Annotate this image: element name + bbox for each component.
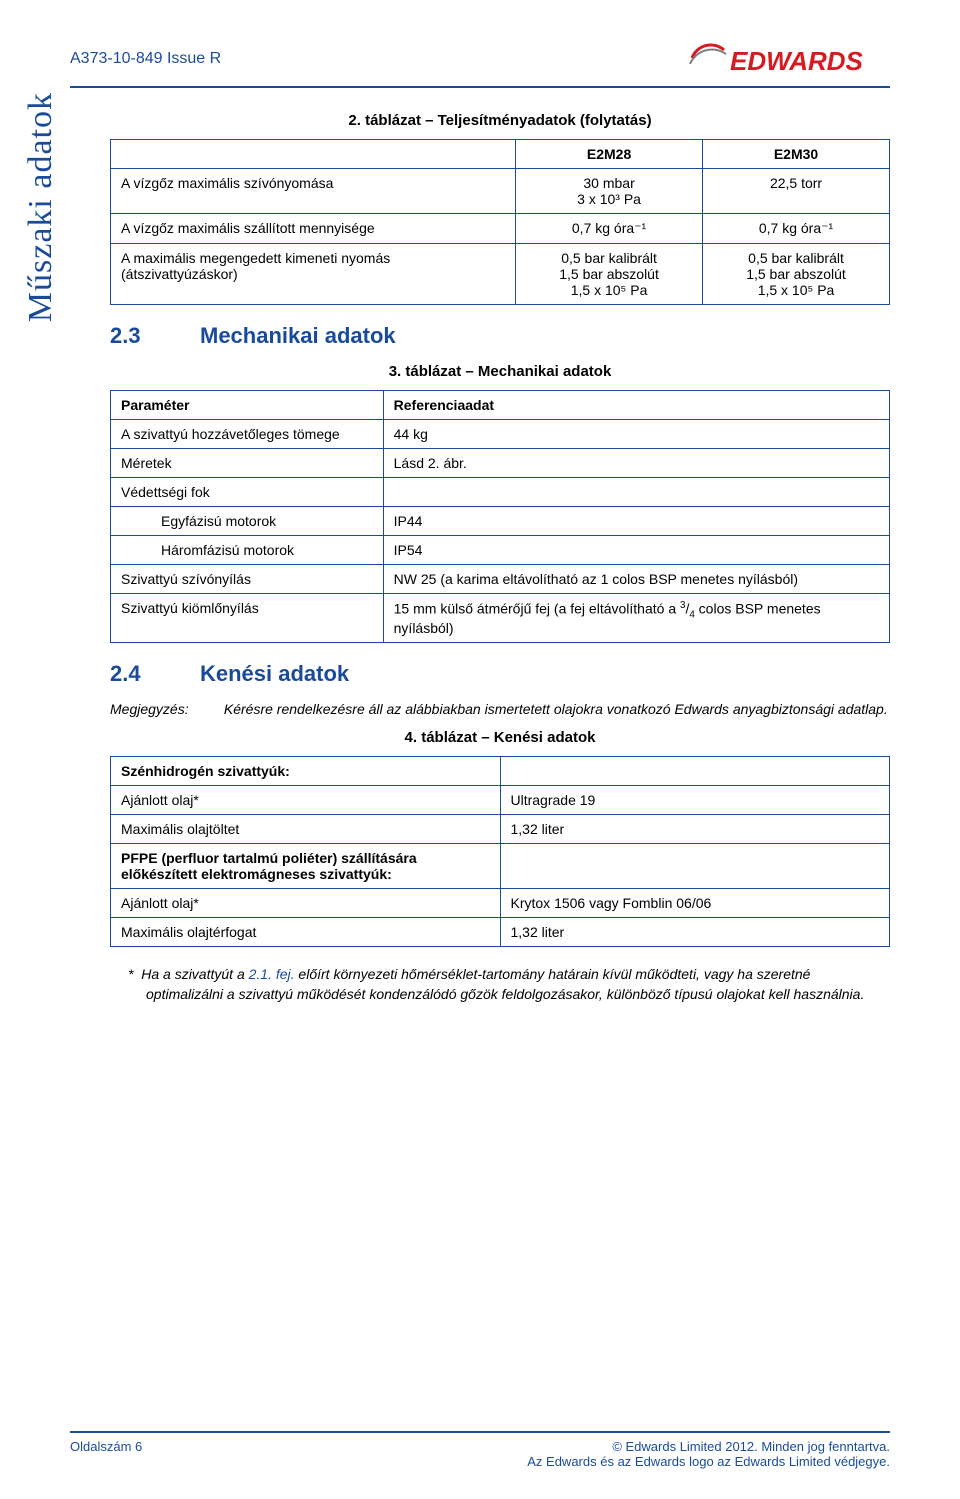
table-cell: 1,32 liter <box>500 918 890 947</box>
table-row: A maximális megengedett kimeneti nyomás … <box>111 244 890 305</box>
table-cell: Maximális olajtöltet <box>111 815 501 844</box>
table-cell: 0,7 kg óra⁻¹ <box>703 214 890 244</box>
note-label: Megjegyzés: <box>110 701 220 717</box>
table-header-cell <box>111 140 516 169</box>
table2-caption: 2. táblázat – Teljesítményadatok (folyta… <box>110 112 890 129</box>
table-cell: Háromfázisú motorok <box>111 536 384 565</box>
table-cell: IP44 <box>383 507 889 536</box>
table-row: Maximális olajtérfogat1,32 liter <box>111 918 890 947</box>
table-cell: Ajánlott olaj* <box>111 786 501 815</box>
table-row: PFPE (perfluor tartalmú poliéter) szállí… <box>111 844 890 889</box>
table-row: Ajánlott olaj*Krytox 1506 vagy Fomblin 0… <box>111 889 890 918</box>
table-cell: 0,5 bar kalibrált1,5 bar abszolút1,5 x 1… <box>703 244 890 305</box>
table-row: Maximális olajtöltet1,32 liter <box>111 815 890 844</box>
table-cell <box>500 844 890 889</box>
table-cell: A vízgőz maximális szívónyomása <box>111 169 516 214</box>
table-cell: Szivattyú szívónyílás <box>111 565 384 594</box>
table-header-cell: Referenciaadat <box>383 391 889 420</box>
table-row: A szivattyú hozzávetőleges tömege44 kg <box>111 420 890 449</box>
table-cell: Méretek <box>111 449 384 478</box>
table-row: A vízgőz maximális szállított mennyisége… <box>111 214 890 244</box>
table-cell: A szivattyú hozzávetőleges tömege <box>111 420 384 449</box>
footer-trademark: Az Edwards és az Edwards logo az Edwards… <box>527 1454 890 1469</box>
table-cell: Szénhidrogén szivattyúk: <box>111 757 501 786</box>
footer-copyright: © Edwards Limited 2012. Minden jog fennt… <box>527 1439 890 1454</box>
footnote-ref: 2.1. fej. <box>249 966 295 982</box>
table-row: Szivattyú szívónyílásNW 25 (a karima elt… <box>111 565 890 594</box>
footnote-prefix: Ha a szivattyút a <box>141 966 248 982</box>
table-cell: Krytox 1506 vagy Fomblin 06/06 <box>500 889 890 918</box>
table-3: Paraméter Referenciaadat A szivattyú hoz… <box>110 390 890 643</box>
table-row: Ajánlott olaj*Ultragrade 19 <box>111 786 890 815</box>
table-cell: A maximális megengedett kimeneti nyomás … <box>111 244 516 305</box>
section-heading-2-3: 2.3Mechanikai adatok <box>110 323 890 349</box>
table-header-cell: Paraméter <box>111 391 384 420</box>
table-header-cell: E2M28 <box>516 140 703 169</box>
footnote: * Ha a szivattyút a 2.1. fej. előírt kör… <box>128 965 890 1004</box>
table-2: E2M28 E2M30 A vízgőz maximális szívónyom… <box>110 139 890 305</box>
table-4: Szénhidrogén szivattyúk: Ajánlott olaj*U… <box>110 756 890 947</box>
table-cell: 0,5 bar kalibrált1,5 bar abszolút1,5 x 1… <box>516 244 703 305</box>
section-number: 2.4 <box>110 661 200 687</box>
brand-logo: EDWARDS <box>680 40 890 78</box>
footer-right: © Edwards Limited 2012. Minden jog fennt… <box>527 1439 890 1469</box>
table-cell <box>383 478 889 507</box>
table-cell: 22,5 torr <box>703 169 890 214</box>
table-row: Szivattyú kiömlőnyílás15 mm külső átmérő… <box>111 594 890 643</box>
note: Megjegyzés: Kérésre rendelkezésre áll az… <box>110 701 890 717</box>
table-cell: Védettségi fok <box>111 478 384 507</box>
side-tab-label: Műszaki adatok <box>22 92 60 322</box>
section-title: Kenési adatok <box>200 661 349 686</box>
table-cell: 44 kg <box>383 420 889 449</box>
footer-left: Oldalszám 6 <box>70 1439 142 1469</box>
table-cell: A vízgőz maximális szállított mennyisége <box>111 214 516 244</box>
table-cell: Maximális olajtérfogat <box>111 918 501 947</box>
note-text: Kérésre rendelkezésre áll az alábbiakban… <box>224 701 888 717</box>
table-row: Szénhidrogén szivattyúk: <box>111 757 890 786</box>
table-cell: Egyfázisú motorok <box>111 507 384 536</box>
table-cell: 0,7 kg óra⁻¹ <box>516 214 703 244</box>
section-heading-2-4: 2.4Kenési adatok <box>110 661 890 687</box>
table-row: Háromfázisú motorokIP54 <box>111 536 890 565</box>
table-cell: 15 mm külső átmérőjű fej (a fej eltávolí… <box>383 594 889 643</box>
table-cell: Ultragrade 19 <box>500 786 890 815</box>
table-cell: Ajánlott olaj* <box>111 889 501 918</box>
table3-caption: 3. táblázat – Mechanikai adatok <box>110 363 890 380</box>
table-cell: 30 mbar3 x 10³ Pa <box>516 169 703 214</box>
table-cell: IP54 <box>383 536 889 565</box>
table-cell: Lásd 2. ábr. <box>383 449 889 478</box>
table-cell <box>500 757 890 786</box>
page-header: A373-10-849 Issue R EDWARDS <box>70 40 890 88</box>
table-row: Védettségi fok <box>111 478 890 507</box>
table-cell: NW 25 (a karima eltávolítható az 1 colos… <box>383 565 889 594</box>
table-row: Egyfázisú motorokIP44 <box>111 507 890 536</box>
brand-text: EDWARDS <box>730 46 864 76</box>
table4-caption: 4. táblázat – Kenési adatok <box>110 729 890 746</box>
table-cell: Szivattyú kiömlőnyílás <box>111 594 384 643</box>
table-row: A vízgőz maximális szívónyomása 30 mbar3… <box>111 169 890 214</box>
footnote-marker: * <box>128 966 133 982</box>
table-row: MéretekLásd 2. ábr. <box>111 449 890 478</box>
table-cell: PFPE (perfluor tartalmú poliéter) szállí… <box>111 844 501 889</box>
doc-id: A373-10-849 Issue R <box>70 50 221 68</box>
table-header-row: Paraméter Referenciaadat <box>111 391 890 420</box>
table-header-row: E2M28 E2M30 <box>111 140 890 169</box>
table-cell: 1,32 liter <box>500 815 890 844</box>
page-footer: Oldalszám 6 © Edwards Limited 2012. Mind… <box>70 1431 890 1469</box>
section-number: 2.3 <box>110 323 200 349</box>
section-title: Mechanikai adatok <box>200 323 396 348</box>
table-header-cell: E2M30 <box>703 140 890 169</box>
